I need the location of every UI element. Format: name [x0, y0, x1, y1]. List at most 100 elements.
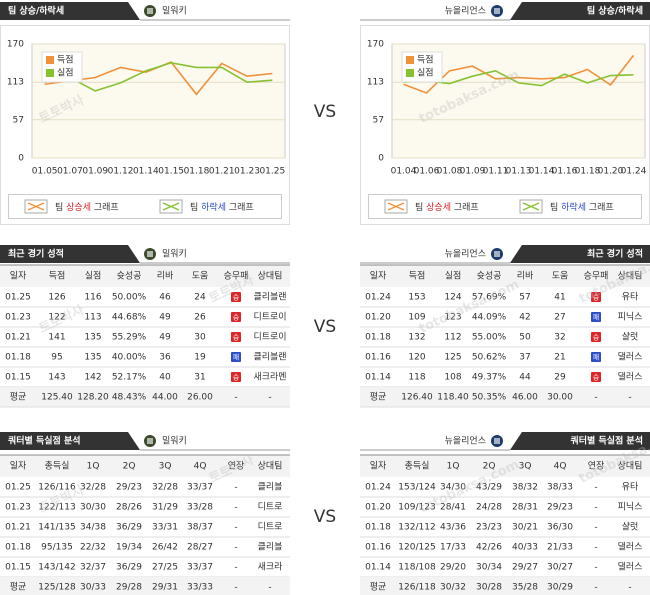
x-tick-label: 01.04 — [391, 167, 417, 177]
table-cell: 30 — [194, 333, 206, 343]
team-logo — [491, 248, 503, 260]
legend-text-part: 그래프 — [229, 202, 254, 213]
table-cell: 33/31 — [152, 523, 178, 533]
table-cell: 143/142 — [38, 563, 75, 573]
table-cell: 26/42 — [152, 543, 178, 553]
y-tick-label: 113 — [367, 78, 384, 88]
table-cell: 피닉스 — [618, 502, 643, 513]
table-cell: - — [268, 583, 271, 593]
vs-label: VS — [314, 102, 336, 122]
table-head-bg — [360, 455, 650, 477]
x-tick-label: 01.18 — [575, 167, 601, 177]
table-cell: 108 — [444, 373, 461, 383]
table-cell: - — [234, 583, 237, 593]
table-cell: 135 — [84, 333, 101, 343]
table-cell: 46 — [159, 293, 171, 303]
table-cell: 41 — [554, 293, 565, 303]
section-tab — [0, 432, 140, 450]
table-cell: 37 — [519, 353, 530, 363]
table-cell: 01.18 — [365, 333, 391, 343]
legend-text-part: 하락세 — [201, 201, 226, 213]
section-title: 팀 상승/하락세 — [587, 5, 643, 17]
legend-label: 득점 — [417, 54, 434, 66]
table-cell: - — [234, 393, 237, 403]
x-tick-label: 01.23 — [234, 167, 260, 177]
column-header: 슛성공 — [117, 271, 142, 282]
column-header: 2Q — [123, 462, 136, 472]
table-cell: 01.23 — [5, 503, 31, 513]
legend-swatch — [406, 69, 414, 77]
table-cell: - — [234, 483, 237, 493]
table-cell: 30/34 — [476, 563, 502, 573]
column-header: 3Q — [519, 462, 532, 472]
table-cell: 01.20 — [365, 503, 391, 513]
table-cell: 125.40 — [41, 393, 73, 403]
table-cell: 01.18 — [365, 523, 391, 533]
table-cell: 126/116 — [38, 483, 76, 493]
table-cell: 29 — [554, 373, 566, 383]
table-cell: 01.20 — [365, 313, 391, 323]
column-header: 4Q — [194, 462, 207, 472]
table-cell: 30.00 — [547, 393, 573, 403]
table-cell: 디트로이 — [253, 312, 286, 323]
table-cell: 디트로 — [258, 522, 283, 533]
x-tick-label: 01.18 — [184, 167, 210, 177]
x-tick-label: 01.14 — [529, 167, 555, 177]
column-header: 1Q — [447, 462, 460, 472]
table-cell: 29/23 — [547, 503, 573, 513]
table-cell: - — [594, 483, 597, 493]
table-cell: 32/28 — [80, 483, 106, 493]
table-cell: 55.29% — [112, 333, 147, 343]
table-cell: 디트로이 — [253, 332, 286, 343]
team-logo — [144, 435, 156, 447]
result-badge — [591, 372, 601, 382]
table-cell: 153 — [408, 293, 425, 303]
table-cell: 30/27 — [547, 563, 573, 573]
table-cell: 유타 — [622, 482, 639, 493]
table-cell: 30/29 — [547, 583, 573, 593]
legend-text: 팀 상승세 그래프 — [55, 201, 119, 213]
table-cell: 33/28 — [187, 503, 213, 513]
table-cell: 28/27 — [187, 543, 213, 553]
table-cell: 112 — [444, 333, 461, 343]
table-cell: 125 — [444, 353, 461, 363]
y-tick-label: 0 — [18, 154, 24, 164]
result-text: 승 — [593, 334, 600, 342]
x-tick-label: 01.12 — [108, 167, 134, 177]
result-badge — [591, 292, 601, 302]
table-cell: 40/33 — [512, 543, 538, 553]
data-line — [403, 69, 634, 87]
table-cell: 109/123 — [398, 503, 435, 513]
table-cell: 34/38 — [80, 523, 106, 533]
table-cell: - — [234, 543, 237, 553]
logo-shape — [147, 438, 153, 444]
average-row-bg — [0, 387, 290, 407]
result-text: 승 — [593, 374, 600, 382]
table-cell: 32 — [554, 333, 565, 343]
legend-text-part: 상승세 — [426, 202, 451, 213]
table-cell: 01.14 — [365, 373, 391, 383]
team-name: 밀워키 — [162, 5, 187, 17]
table-cell: 49.37% — [472, 373, 507, 383]
table-cell: 95/135 — [41, 543, 73, 553]
column-header: 도움 — [552, 271, 569, 282]
legend-text-part: 그래프 — [454, 202, 479, 213]
logo-shape — [494, 438, 500, 444]
table-cell: 01.15 — [5, 373, 31, 383]
section-tab — [0, 245, 140, 263]
table-cell: 122 — [48, 313, 65, 323]
y-tick-label: 170 — [367, 40, 384, 50]
table-cell: 평균 — [10, 392, 27, 403]
x-tick-label: 01.21 — [209, 167, 235, 177]
table-cell: 01.18 — [5, 353, 31, 363]
table-cell: 01.24 — [365, 293, 391, 303]
table-cell: 49 — [159, 333, 171, 343]
table-cell: 38/32 — [512, 483, 538, 493]
table-cell: - — [234, 563, 237, 573]
table-cell: 클리블 — [258, 482, 283, 493]
table-cell: 28/26 — [116, 503, 142, 513]
table-cell: 143 — [48, 373, 65, 383]
legend-label: 실점 — [417, 67, 434, 79]
table-cell: 32/37 — [80, 563, 106, 573]
column-header: 리바 — [157, 271, 174, 282]
